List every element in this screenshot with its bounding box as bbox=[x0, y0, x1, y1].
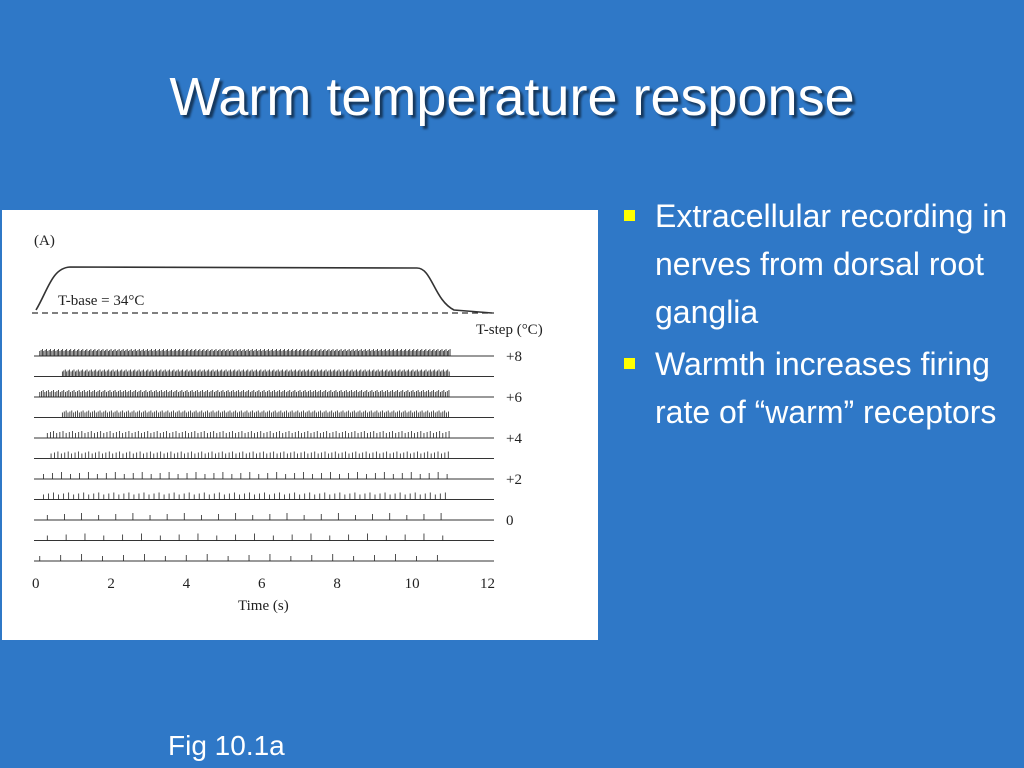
spike-trace bbox=[34, 369, 494, 377]
x-tick-label: 8 bbox=[333, 576, 341, 592]
bullet-text: Extracellular recording in nerves from d… bbox=[655, 198, 1008, 330]
square-bullet-icon bbox=[624, 210, 635, 221]
trace-label: 0 bbox=[506, 513, 514, 529]
square-bullet-icon bbox=[624, 358, 635, 369]
spike-trace: +2 bbox=[34, 472, 522, 488]
spike-trace bbox=[34, 533, 494, 541]
base-label: T-base = 34°C bbox=[58, 293, 144, 309]
temperature-step-curve bbox=[35, 266, 493, 314]
spike-trace bbox=[34, 554, 494, 562]
x-axis-label: Time (s) bbox=[238, 598, 289, 614]
spike-raster-figure: (A) T-base = 34°C T-step (°C) +8 +6 +4 +2 0 … bbox=[32, 233, 543, 614]
bullet-text: Warmth increases firing rate of “warm” r… bbox=[655, 346, 997, 430]
figure-panel: (A) T-base = 34°C T-step (°C) +8 +6 +4 +2 0 … bbox=[2, 210, 598, 640]
bullet-item: Warmth increases firing rate of “warm” r… bbox=[620, 340, 1020, 436]
x-tick-label: 6 bbox=[258, 576, 266, 592]
trace-label: +4 bbox=[506, 431, 522, 447]
spike-trace bbox=[34, 410, 494, 418]
slide-title: Warm temperature response bbox=[169, 67, 855, 127]
bullet-list: Extracellular recording in nerves from d… bbox=[620, 192, 1020, 440]
spike-trace bbox=[34, 451, 494, 459]
spike-trace: +6 bbox=[34, 390, 522, 406]
figure-caption: Fig 10.1a bbox=[168, 730, 285, 761]
x-tick-label: 2 bbox=[107, 576, 115, 592]
panel-label: (A) bbox=[34, 233, 55, 249]
spike-traces: +8 +6 +4 +2 0 bbox=[34, 349, 522, 562]
spike-trace: +4 bbox=[34, 431, 522, 447]
x-tick-label: 12 bbox=[480, 576, 495, 592]
trace-label: +2 bbox=[506, 472, 522, 488]
x-tick-label: 4 bbox=[183, 576, 191, 592]
spike-trace bbox=[34, 492, 494, 500]
bullet-item: Extracellular recording in nerves from d… bbox=[620, 192, 1020, 336]
x-tick-label: 10 bbox=[405, 576, 420, 592]
step-header: T-step (°C) bbox=[476, 322, 543, 338]
spike-trace: 0 bbox=[34, 513, 514, 529]
spike-trace: +8 bbox=[34, 349, 522, 365]
x-tick-label: 0 bbox=[32, 576, 40, 592]
x-axis: 0 2 4 6 8 10 12 bbox=[32, 576, 495, 592]
trace-label: +8 bbox=[506, 349, 522, 365]
trace-label: +6 bbox=[506, 390, 522, 406]
